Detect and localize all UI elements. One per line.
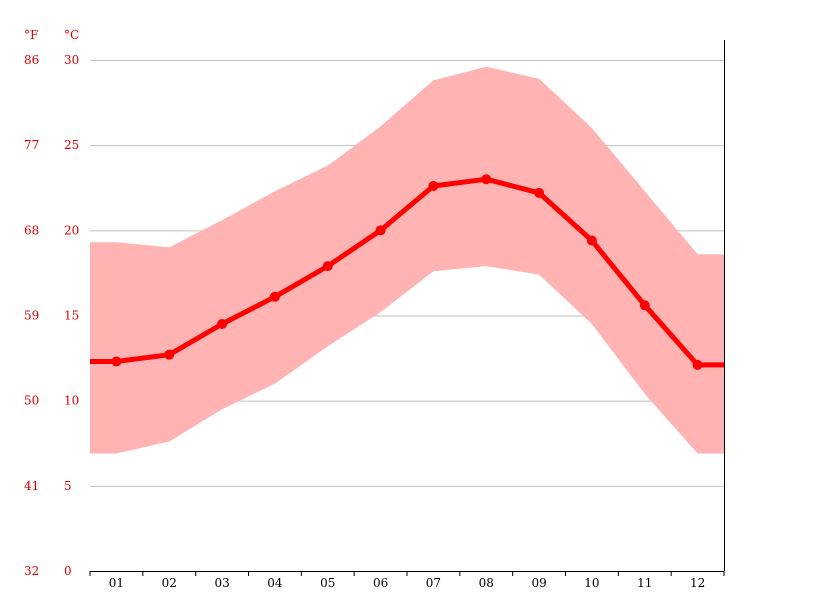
x-tick-label: 03 (214, 576, 229, 590)
y-tick-celsius: 15 (64, 309, 79, 323)
data-point-09 (534, 187, 545, 198)
mean-temperature-line (90, 176, 724, 368)
y-tick-fahrenheit: 86 (24, 53, 39, 67)
y-tick-fahrenheit: 68 (24, 223, 39, 237)
data-point-01 (111, 356, 122, 367)
unit-fahrenheit-label: °F (24, 28, 38, 42)
x-tick-label: 07 (426, 576, 441, 590)
y-tick-celsius: 25 (64, 138, 79, 152)
data-point-10 (586, 235, 597, 246)
y-tick-fahrenheit: 59 (24, 309, 39, 323)
y-tick-fahrenheit: 50 (24, 394, 39, 408)
x-tick-label: 01 (109, 576, 124, 590)
y-tick-fahrenheit: 32 (24, 564, 39, 578)
data-point-03 (217, 319, 228, 330)
data-point-11 (639, 300, 650, 311)
temperature-range-band (90, 66, 724, 454)
data-point-04 (269, 291, 280, 302)
y-tick-celsius: 30 (64, 53, 79, 67)
x-tick-label: 10 (584, 576, 599, 590)
x-axis-ticks: 01 02 03 04 05 06 07 08 09 10 11 12 (89, 571, 725, 590)
x-tick-label: 05 (320, 576, 335, 590)
mean-temperature-points (111, 174, 703, 370)
x-tick-label: 11 (637, 576, 652, 590)
x-tick-label: 04 (267, 576, 283, 590)
y-tick-celsius: 5 (64, 479, 72, 493)
data-point-07 (428, 181, 439, 192)
x-tick-label: 06 (373, 576, 388, 590)
data-point-05 (322, 261, 333, 272)
y-tick-celsius: 0 (64, 564, 72, 578)
x-tick-label: 12 (690, 576, 705, 590)
data-point-02 (164, 349, 175, 360)
x-tick-label: 09 (531, 576, 546, 590)
x-tick-label: 02 (162, 576, 177, 590)
data-point-06 (375, 225, 386, 236)
y-tick-celsius: 20 (64, 223, 79, 237)
unit-celsius-label: °C (64, 28, 79, 42)
x-tick-label: 08 (479, 576, 494, 590)
y-axis-ticks: 32 0 41 5 50 10 59 15 68 20 77 25 86 30 (24, 53, 79, 578)
data-point-12 (692, 359, 703, 370)
y-tick-fahrenheit: 41 (24, 479, 39, 493)
y-tick-fahrenheit: 77 (24, 138, 39, 152)
data-point-08 (481, 174, 492, 185)
y-tick-celsius: 10 (64, 394, 79, 408)
